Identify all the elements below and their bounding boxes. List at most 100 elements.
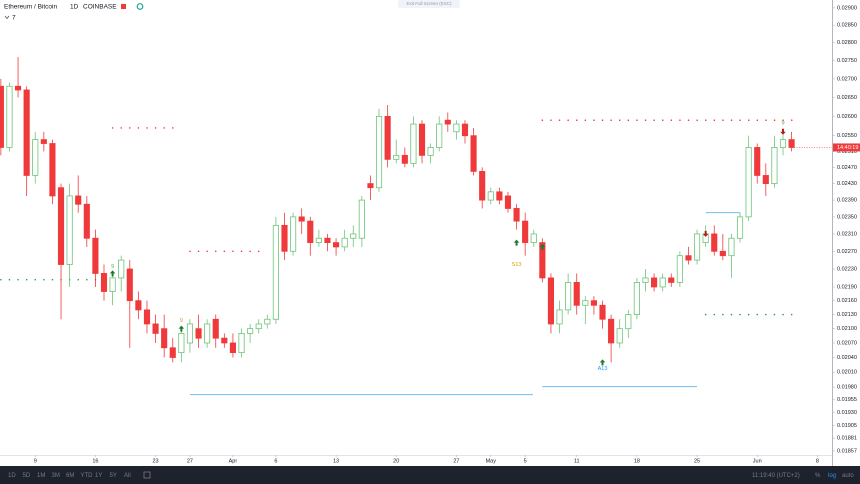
range-button[interactable]: 1M bbox=[37, 473, 45, 479]
candle-body bbox=[401, 154, 408, 164]
candle-body bbox=[135, 300, 142, 311]
y-tick-label: 0.02160 bbox=[837, 298, 857, 304]
candle-body bbox=[590, 300, 597, 306]
candle-body bbox=[49, 143, 56, 197]
candle-body bbox=[169, 347, 176, 358]
candle-body bbox=[616, 328, 623, 344]
candle-body bbox=[444, 119, 451, 125]
candle-body bbox=[161, 328, 168, 349]
candle-body bbox=[410, 123, 417, 164]
candle-body bbox=[418, 123, 426, 156]
candle-body bbox=[504, 195, 512, 209]
range-button[interactable]: All bbox=[124, 473, 131, 479]
annotation: 9 bbox=[541, 255, 544, 261]
candle-body bbox=[333, 242, 340, 248]
candle-body bbox=[470, 135, 477, 172]
candle-body bbox=[728, 237, 735, 257]
candle-body bbox=[573, 282, 580, 306]
candle-body bbox=[195, 328, 202, 339]
candle-body bbox=[229, 342, 236, 354]
candle-body bbox=[298, 216, 305, 222]
candle-body bbox=[530, 233, 537, 243]
range-button[interactable]: 5Y bbox=[110, 473, 117, 479]
x-tick-label: 27 bbox=[453, 458, 459, 464]
candle-body bbox=[642, 277, 649, 283]
x-tick-label: 18 bbox=[634, 458, 640, 464]
x-tick-label: Jun bbox=[753, 458, 762, 464]
candle-body bbox=[719, 250, 726, 257]
range-button[interactable]: 1D bbox=[8, 473, 16, 479]
candle-body bbox=[582, 300, 589, 306]
candle-body bbox=[100, 273, 108, 292]
x-tick-label: 16 bbox=[92, 458, 98, 464]
x-tick-label: 8 bbox=[816, 458, 819, 464]
auto-toggle[interactable]: auto bbox=[842, 473, 854, 479]
x-tick-label: May bbox=[486, 458, 497, 464]
candle-body bbox=[453, 123, 460, 133]
candle-body bbox=[118, 259, 125, 279]
candle-body bbox=[651, 277, 658, 288]
annotation: 9 bbox=[111, 264, 114, 270]
candle-body bbox=[221, 337, 228, 344]
axes: 0.02900 0.02850 0.02800 0.02750 0.02700 0.026… bbox=[34, 5, 860, 464]
candle-body bbox=[513, 208, 520, 222]
exit-fullscreen-label[interactable]: Exit Full Screen (ESC) bbox=[406, 1, 452, 6]
y-tick-label: 0.02310 bbox=[837, 231, 857, 237]
candle-body bbox=[375, 115, 383, 189]
percent-toggle[interactable]: % bbox=[815, 473, 821, 479]
candle-body bbox=[247, 328, 254, 334]
signal-arrow bbox=[599, 359, 606, 366]
exit-fullscreen[interactable]: Exit Full Screen (ESC) bbox=[398, 0, 460, 8]
market-icon[interactable] bbox=[136, 3, 144, 10]
candle-body bbox=[367, 183, 374, 189]
candle-body bbox=[358, 199, 365, 239]
candle-body bbox=[307, 220, 314, 243]
signal-arrow bbox=[109, 270, 116, 277]
y-tick-label: 0.01857 bbox=[837, 448, 857, 454]
candle-body bbox=[393, 154, 400, 160]
range-button[interactable]: YTD bbox=[81, 473, 94, 479]
y-tick-label: 0.02270 bbox=[837, 249, 857, 255]
y-tick-label: 0.01881 bbox=[837, 436, 857, 442]
y-tick-label: 0.02100 bbox=[837, 326, 857, 332]
candle-body bbox=[212, 318, 219, 339]
indicators-toggle[interactable] bbox=[4, 15, 10, 20]
candle-body bbox=[126, 268, 133, 302]
candle-body bbox=[668, 277, 675, 283]
range-button[interactable]: 6M bbox=[66, 473, 74, 479]
countdown: 14:40:19 bbox=[837, 145, 858, 151]
candle-body bbox=[350, 233, 357, 239]
y-tick-label: 0.01905 bbox=[837, 423, 857, 429]
signal-arrow bbox=[702, 230, 709, 237]
candle-body bbox=[83, 203, 90, 239]
indicator-count[interactable]: 7 bbox=[12, 15, 16, 22]
y-tick-label: 0.02510 bbox=[837, 149, 857, 155]
exit-fullscreen-button[interactable] bbox=[398, 0, 460, 8]
candle-body bbox=[547, 277, 555, 325]
y-tick-label: 0.02010 bbox=[837, 370, 857, 376]
candle-body bbox=[315, 237, 322, 243]
candle-body bbox=[762, 175, 769, 184]
range-button[interactable]: 1Y bbox=[95, 473, 102, 479]
signal-arrow bbox=[539, 243, 546, 250]
candle-body bbox=[238, 333, 245, 354]
y-tick-label: 0.02900 bbox=[837, 5, 857, 11]
clock: 11:19:40 (UTC+2) bbox=[752, 473, 800, 479]
status-icon[interactable] bbox=[121, 4, 126, 9]
candle-body bbox=[487, 191, 494, 201]
x-tick-label: 23 bbox=[153, 458, 159, 464]
annotation: S13 bbox=[512, 262, 522, 268]
signal-arrow bbox=[178, 325, 185, 332]
candle-body bbox=[522, 220, 529, 243]
log-toggle[interactable]: log bbox=[828, 473, 836, 479]
date-range-icon[interactable] bbox=[143, 471, 151, 479]
x-tick-label: 25 bbox=[694, 458, 700, 464]
range-button[interactable]: 3M bbox=[52, 473, 60, 479]
x-tick-label: 27 bbox=[187, 458, 193, 464]
candle-body bbox=[771, 147, 778, 184]
y-tick-label: 0.02600 bbox=[837, 114, 857, 120]
y-tick-label: 0.02350 bbox=[837, 214, 857, 220]
x-tick-label: 13 bbox=[333, 458, 339, 464]
range-button[interactable]: 5D bbox=[23, 473, 31, 479]
